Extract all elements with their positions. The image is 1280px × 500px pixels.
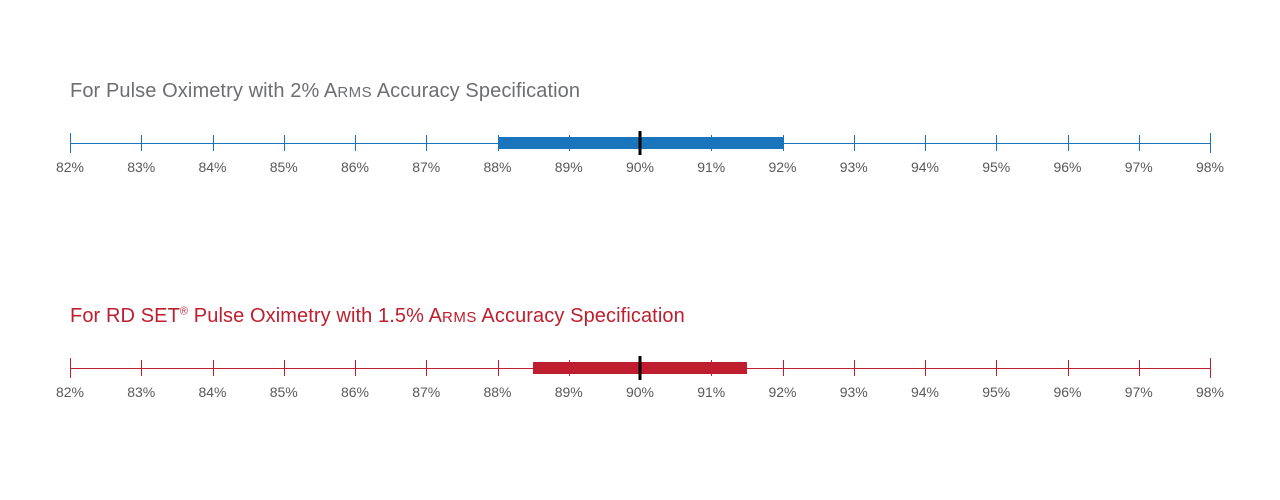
axis-tick-label: 86% bbox=[341, 159, 369, 175]
axis-tick bbox=[996, 360, 997, 376]
axis-tick-label: 92% bbox=[768, 384, 796, 400]
center-mark bbox=[639, 356, 642, 380]
axis-tick bbox=[426, 135, 427, 151]
axis-tick-label: 93% bbox=[840, 384, 868, 400]
axis-tick-label: 86% bbox=[341, 384, 369, 400]
axis-tick bbox=[1068, 360, 1069, 376]
axis-tick bbox=[141, 135, 142, 151]
axis-tick-label: 89% bbox=[555, 384, 583, 400]
axis-tick bbox=[1210, 358, 1211, 378]
axis-tick bbox=[1068, 135, 1069, 151]
axis-tick bbox=[213, 360, 214, 376]
axis-tick-label: 98% bbox=[1196, 159, 1224, 175]
axis-tick bbox=[996, 135, 997, 151]
axis-tick-label: 92% bbox=[768, 159, 796, 175]
axis-tick bbox=[1139, 135, 1140, 151]
axis-tick bbox=[854, 360, 855, 376]
axis-tick bbox=[213, 135, 214, 151]
chart-title-rdset: For RD SET® Pulse Oximetry with 1.5% ARM… bbox=[70, 305, 1210, 328]
axis-tick-label: 84% bbox=[198, 384, 226, 400]
axis-tick-label: 88% bbox=[483, 384, 511, 400]
axis-tick bbox=[70, 358, 71, 378]
axis-tick bbox=[925, 135, 926, 151]
axis-tick-label: 90% bbox=[626, 159, 654, 175]
axis-tick-label: 87% bbox=[412, 384, 440, 400]
axis-tick-label: 91% bbox=[697, 159, 725, 175]
axis-tick-label: 90% bbox=[626, 384, 654, 400]
axis-tick bbox=[783, 135, 784, 151]
axis-tick-label: 96% bbox=[1053, 384, 1081, 400]
axis-tick-label: 89% bbox=[555, 159, 583, 175]
axis-tick-label: 97% bbox=[1125, 384, 1153, 400]
chart-axis-rdset: 82%83%84%85%86%87%88%89%90%91%92%93%94%9… bbox=[70, 358, 1210, 413]
chart-title-standard: For Pulse Oximetry with 2% ARMS Accuracy… bbox=[70, 80, 1210, 103]
axis-tick bbox=[1139, 360, 1140, 376]
center-mark bbox=[639, 131, 642, 155]
axis-tick-label: 85% bbox=[270, 384, 298, 400]
axis-tick-label: 82% bbox=[56, 384, 84, 400]
axis-tick bbox=[1210, 133, 1211, 153]
axis-tick-label: 97% bbox=[1125, 159, 1153, 175]
chart-axis-standard: 82%83%84%85%86%87%88%89%90%91%92%93%94%9… bbox=[70, 133, 1210, 188]
axis-tick bbox=[355, 135, 356, 151]
axis-tick bbox=[355, 360, 356, 376]
axis-tick-label: 85% bbox=[270, 159, 298, 175]
axis-tick-label: 83% bbox=[127, 159, 155, 175]
axis-tick-label: 87% bbox=[412, 159, 440, 175]
axis-tick-label: 98% bbox=[1196, 384, 1224, 400]
axis-tick-label: 91% bbox=[697, 384, 725, 400]
axis-tick-label: 95% bbox=[982, 384, 1010, 400]
axis-tick-label: 94% bbox=[911, 159, 939, 175]
axis-tick-label: 96% bbox=[1053, 159, 1081, 175]
axis-tick-label: 84% bbox=[198, 159, 226, 175]
accuracy-chart-standard: For Pulse Oximetry with 2% ARMS Accuracy… bbox=[70, 80, 1210, 188]
axis-tick-label: 88% bbox=[483, 159, 511, 175]
axis-tick bbox=[854, 135, 855, 151]
axis-tick bbox=[426, 360, 427, 376]
axis-tick-label: 82% bbox=[56, 159, 84, 175]
axis-tick bbox=[70, 133, 71, 153]
axis-tick-label: 83% bbox=[127, 384, 155, 400]
axis-tick bbox=[284, 135, 285, 151]
axis-tick bbox=[783, 360, 784, 376]
axis-tick bbox=[284, 360, 285, 376]
axis-tick-label: 94% bbox=[911, 384, 939, 400]
axis-tick bbox=[498, 360, 499, 376]
axis-tick bbox=[141, 360, 142, 376]
axis-tick-label: 95% bbox=[982, 159, 1010, 175]
accuracy-chart-rdset: For RD SET® Pulse Oximetry with 1.5% ARM… bbox=[70, 305, 1210, 413]
axis-tick-label: 93% bbox=[840, 159, 868, 175]
axis-tick bbox=[925, 360, 926, 376]
